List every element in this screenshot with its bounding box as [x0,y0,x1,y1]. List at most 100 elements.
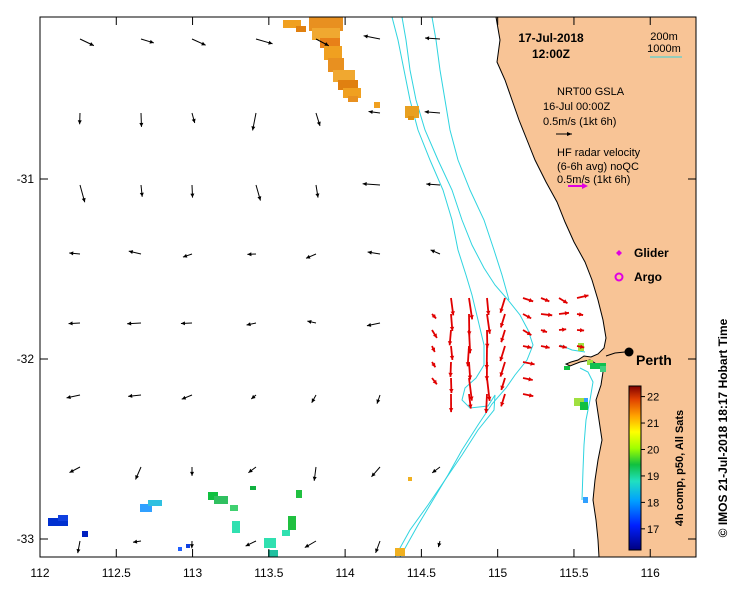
altimetry-arrowhead [257,196,262,201]
radar-arrowhead [528,393,534,398]
radar-arrowhead [564,311,569,316]
radar-arrows [431,294,589,414]
altimetry-arrowhead [368,110,373,115]
altimetry-arrowhead [307,319,312,324]
altimetry-arrowhead [306,254,311,259]
argo-symbol [614,272,624,282]
altimetry-arrowhead [132,539,138,544]
altimetry-scale: 0.5m/s (1kt 6h) [543,116,616,128]
sst-patches [48,17,606,557]
map-time: 12:00Z [532,47,570,61]
colorbar-tick-label: 18 [647,497,659,509]
altimetry-arrowhead [76,548,81,554]
colorbar-tick-label: 20 [647,444,659,456]
altimetry-arrowhead [376,399,381,404]
land-area [495,17,696,557]
x-tick-label: 116 [641,566,660,580]
altimetry-scale-arrowhead [567,132,572,136]
y-axis: -31 -32 -33 [17,172,696,546]
radar-arrowhead [469,315,474,320]
radar-arrowhead [526,331,532,336]
altimetry-arrowhead [190,471,195,476]
altimetry-arrowhead [366,322,372,327]
radar-arrowhead [499,322,505,328]
radar-arrowhead [579,344,585,349]
radar-arrowhead [432,333,437,338]
altimetry-arrowhead [139,192,144,197]
radar-arrowhead [468,404,473,409]
altimetry-arrowhead [248,468,253,473]
radar-arrowhead [528,298,534,303]
x-tick-label: 114.5 [407,566,436,580]
altimetry-arrowhead [312,476,317,481]
altimetry-arrowhead [430,249,436,254]
glider-label: Glider [634,246,669,260]
colorbar [628,385,642,551]
isobath-1000m [391,17,496,557]
altimetry-arrowhead [135,475,139,480]
altimetry-arrowhead [89,42,94,46]
map-date: 17-Jul-2018 [518,31,584,45]
altimetry-arrowhead [324,42,329,46]
radar-arrowhead [450,311,455,316]
perth-leader [605,351,626,357]
colorbar-ticks: 22 21 20 19 18 17 [641,392,659,536]
altimetry-date: 16-Jul 00:00Z [543,101,611,113]
radar-arrowhead [484,408,489,413]
x-tick-label: 113.5 [254,566,283,580]
altimetry-arrowhead [375,548,379,553]
x-tick-label: 115.5 [559,566,588,580]
altimetry-arrowhead [371,472,376,477]
altimetry-arrowhead [68,321,73,326]
radar-arrowhead [485,343,490,348]
perth-label: Perth [636,352,672,368]
altimetry-arrowhead [182,253,188,258]
x-tick-label: 114 [336,566,355,580]
y-tick-label: -31 [17,172,35,186]
radar-arrowhead [579,328,585,333]
radar-arrowhead [499,308,504,313]
radar-arrowhead [561,327,567,332]
altimetry-arrowhead [268,40,273,45]
radar-arrowhead [500,401,505,407]
radar-arrowhead [499,356,504,362]
radar-arrowhead [487,329,492,334]
radar-arrowhead [528,377,533,382]
colorbar-tick-label: 22 [647,392,659,404]
radar-arrowhead [545,344,550,350]
radar-arrowhead [500,385,505,390]
radar-arrowhead [467,375,473,380]
altimetry-arrowhead [66,395,71,400]
x-tick-label: 112.5 [102,566,131,580]
y-tick-label: -33 [17,532,35,546]
altimetry-title: NRT00 GSLA [557,86,625,98]
altimetry-arrowhead [69,468,74,473]
altimetry-arrowhead [426,182,431,187]
radar-arrowhead [449,326,455,331]
radar-arrowhead [486,396,492,401]
radar-scale-arrowhead [582,183,588,189]
colorbar-tick-label: 19 [647,471,659,483]
credit-text: © IMOS 21-Jul-2018 18:17 Hobart Time [716,318,730,537]
radar-arrowhead [530,361,535,366]
bathy-legend-1000m: 1000m [647,43,681,55]
altimetry-arrowhead [245,542,251,547]
altimetry-arrowhead [363,34,368,39]
altimetry-arrowhead [315,193,320,198]
altimetry-arrowhead [127,321,132,326]
altimetry-arrowhead [139,122,144,127]
radar-arrowhead [544,297,550,302]
altimetry-arrowhead [69,251,74,256]
radar-arrowhead [447,341,453,346]
altimetry-arrowhead [432,468,437,473]
altimetry-arrowhead [304,543,310,548]
radar-arrowhead [547,312,553,318]
altimetry-arrowhead [246,322,251,327]
altimetry-arrowhead [316,121,321,126]
radar-arrowhead [542,328,547,333]
radar-arrowhead [449,389,454,394]
altimetry-arrowhead [77,120,82,125]
radar-arrowhead [527,344,532,350]
radar-arrowhead [562,299,568,304]
